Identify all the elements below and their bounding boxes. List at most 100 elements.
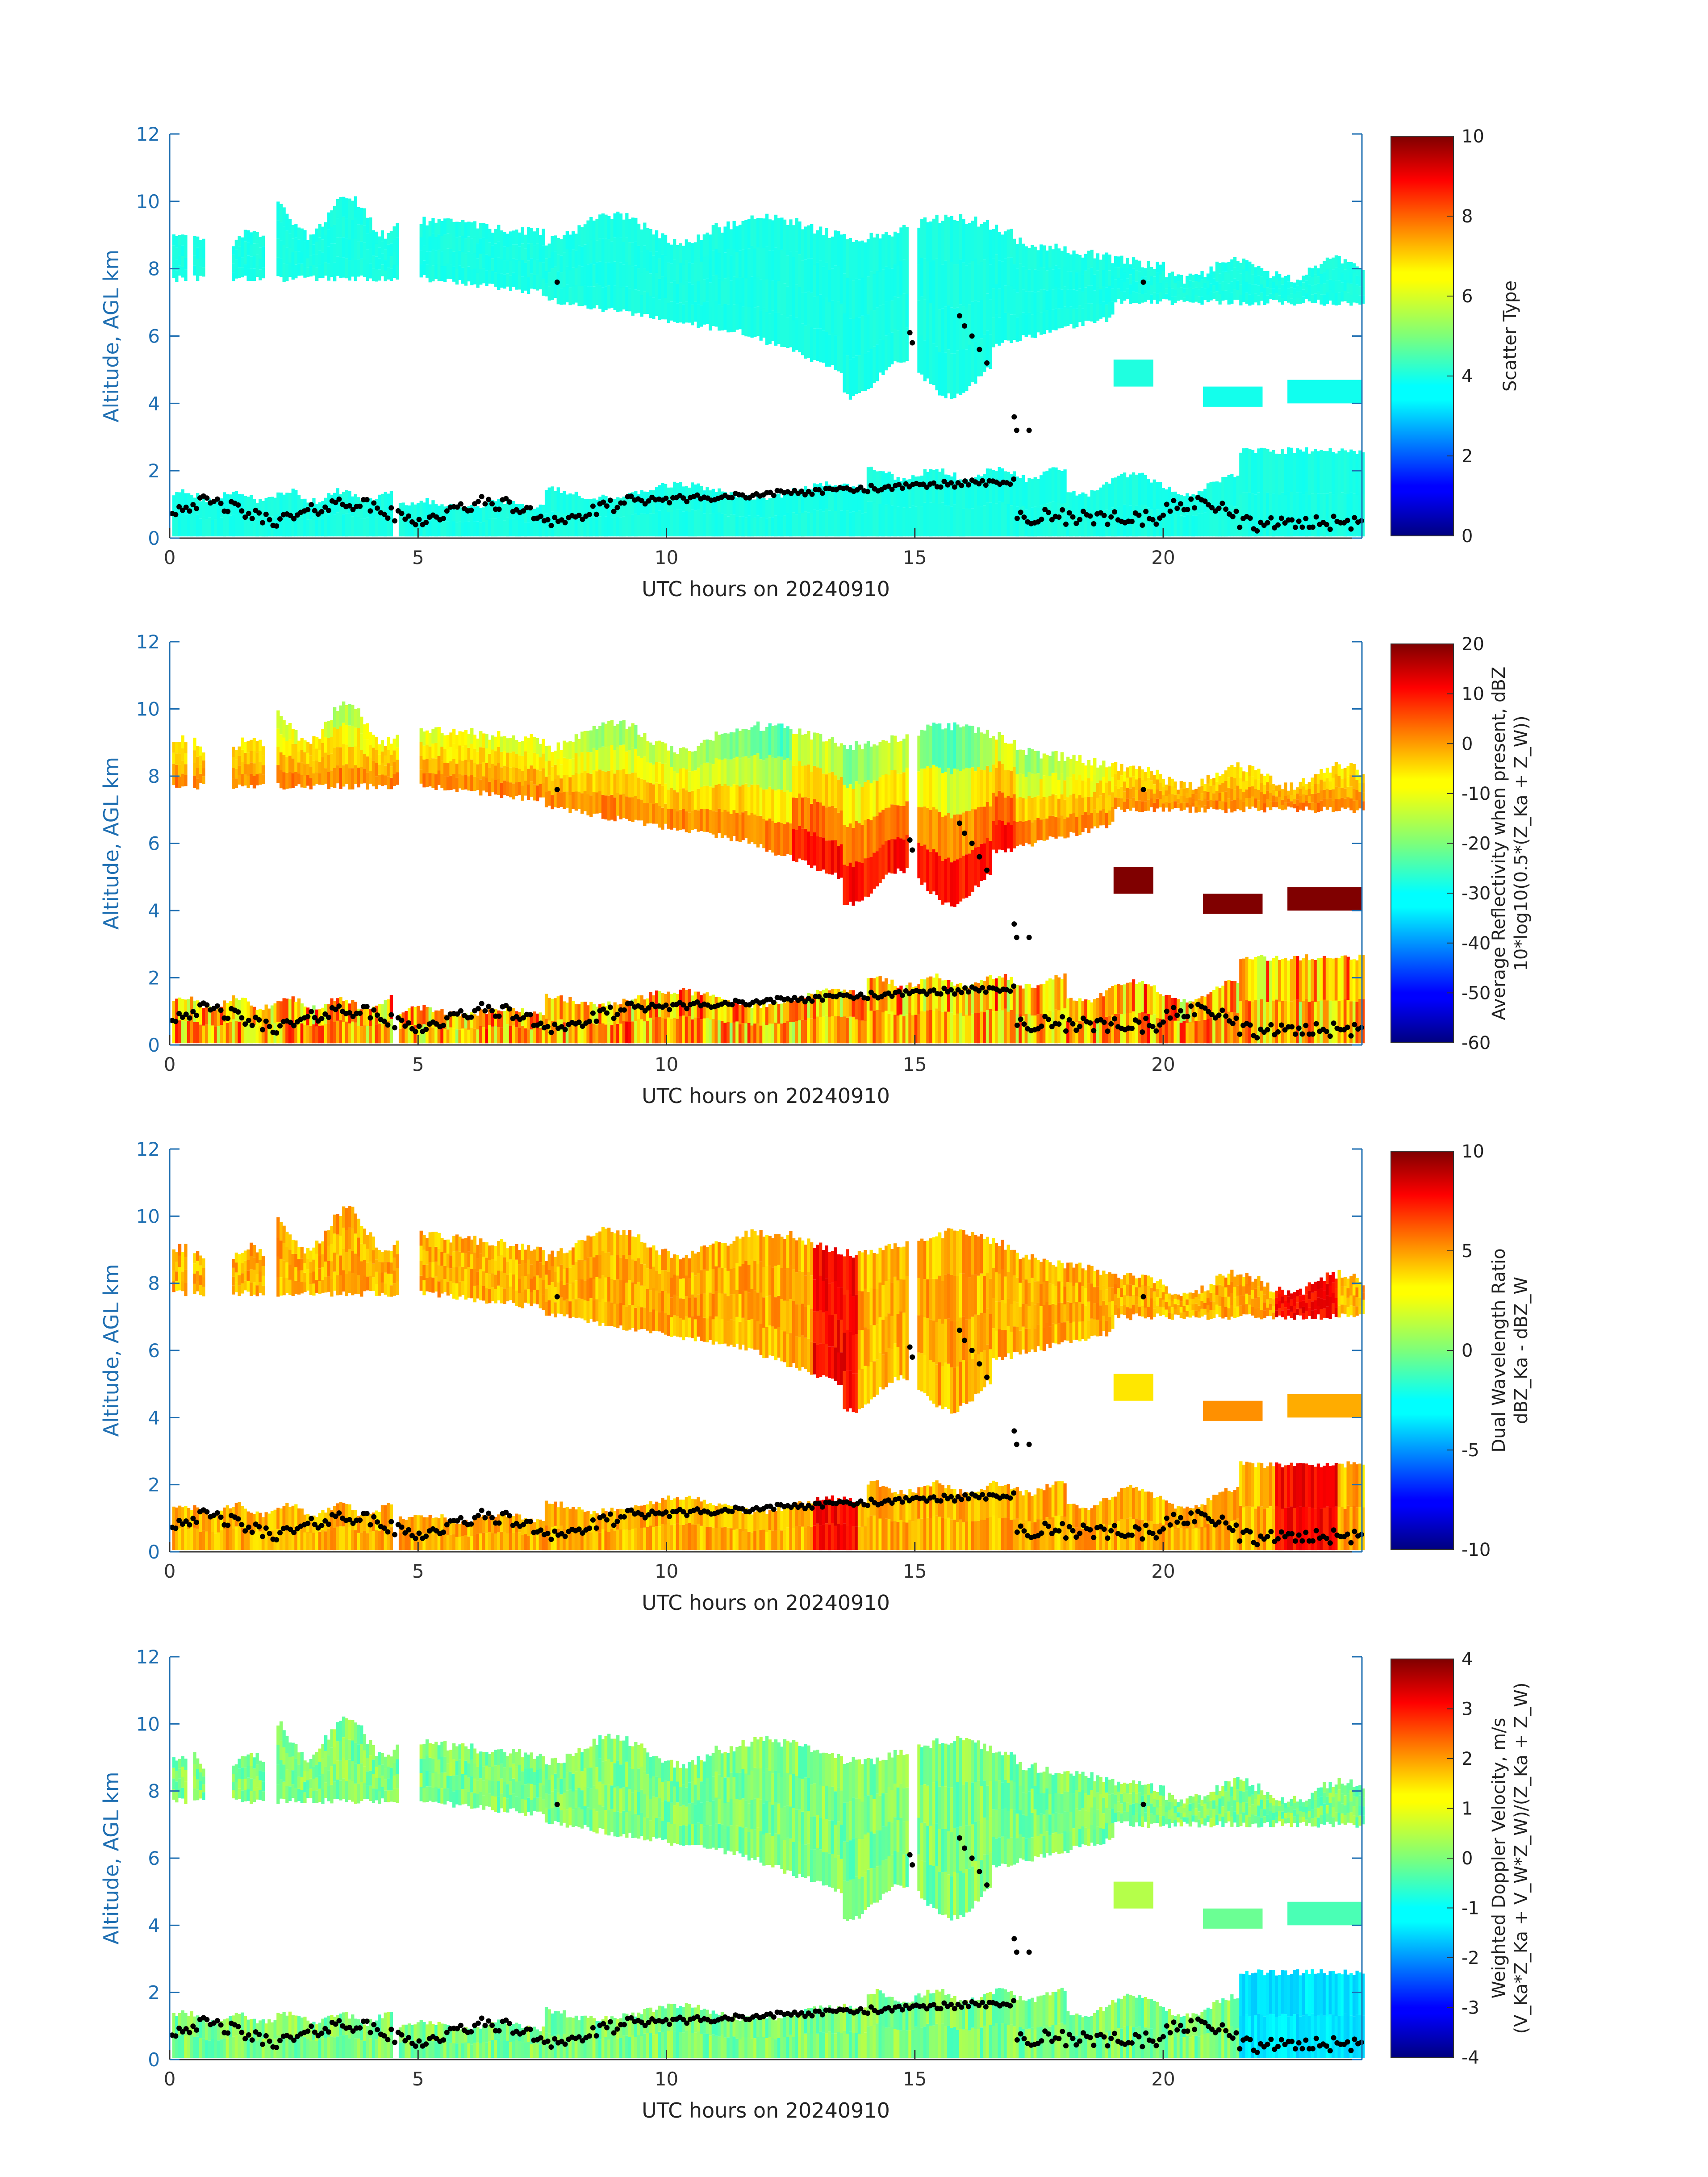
x-tick-label: 0	[164, 1053, 176, 1075]
colorbar-tick-label: 10	[1462, 684, 1484, 705]
colorbar-tick-label: -50	[1462, 983, 1491, 1003]
y-tick-label: 8	[148, 1273, 160, 1295]
cloud-patch	[1287, 1394, 1362, 1418]
x-tick-label: 5	[412, 1053, 424, 1075]
x-tick-label: 15	[903, 1560, 927, 1582]
cloud-patch	[1203, 386, 1263, 407]
y-tick-label: 6	[148, 1847, 160, 1869]
colorbar-tick-label: -30	[1462, 883, 1491, 904]
y-tick-label: 6	[148, 326, 160, 347]
colorbar-tick-label: 10	[1462, 126, 1484, 147]
y-tick-label: 12	[136, 123, 160, 145]
colorbar-tick-label: 6	[1462, 286, 1473, 307]
y-tick-label: 0	[148, 527, 160, 549]
colorbar-tick-label: 8	[1462, 206, 1473, 227]
x-tick-label: 10	[655, 1560, 678, 1582]
cloud-base-markers	[169, 787, 1364, 1040]
y-axis-label: Altitude, AGL km	[99, 757, 123, 930]
colorbar-tick-label: -20	[1462, 834, 1491, 854]
x-tick-label: 0	[164, 2068, 176, 2090]
x-tick-label: 5	[412, 547, 424, 568]
colorbar-tick-label: -5	[1462, 1440, 1479, 1461]
colorbar-tick-label: 20	[1462, 634, 1484, 655]
radar-field	[172, 701, 1365, 1044]
y-tick-label: 8	[148, 1780, 160, 1802]
colorbar-gradient	[1391, 136, 1454, 536]
x-tick-label: 0	[164, 547, 176, 568]
x-tick-label: 15	[903, 547, 927, 568]
y-tick-label: 12	[136, 1646, 160, 1668]
colorbar-tick-label: 0	[1462, 1341, 1473, 1361]
x-tick-label: 10	[655, 547, 678, 568]
colorbar: -4 -3 -2 -1 0 1 2 3 4 Weighted Doppler Velocity, …	[1391, 1649, 1532, 2068]
cloud-base-markers	[169, 1801, 1364, 2055]
x-tick-label: 20	[1151, 1053, 1175, 1075]
y-tick-label: 10	[136, 191, 160, 213]
colorbar-tick-label: -10	[1462, 784, 1491, 804]
colorbar-tick-label: 5	[1462, 1241, 1473, 1262]
cloud-patch	[1287, 380, 1362, 404]
colorbar-tick-label: -3	[1462, 1998, 1479, 2018]
y-axis-label: Altitude, AGL km	[99, 1772, 123, 1944]
y-tick-label: 2	[148, 1982, 160, 2004]
cloud-patch	[1113, 1374, 1153, 1401]
cloud-patch	[1113, 359, 1153, 387]
panel-average_reflectivity: 0 5 10 15 20 0 2 4 6 8 10 12 UTC hours on 20240910 Al…	[99, 631, 1532, 1108]
colorbar-label: Dual Wavelength Ratio	[1489, 1248, 1509, 1452]
colorbar-label: (V_Ka*Z_Ka + V_W*Z_W)/(Z_Ka + Z_W)	[1511, 1683, 1532, 2034]
y-tick-label: 6	[148, 833, 160, 855]
y-tick-label: 0	[148, 1034, 160, 1056]
x-tick-label: 5	[412, 2068, 424, 2090]
colorbar-tick-label: 0	[1462, 1848, 1473, 1869]
colorbar-gradient	[1391, 1151, 1454, 1550]
cloud-patch	[1113, 1881, 1153, 1909]
colorbar-tick-label: 0	[1462, 526, 1473, 547]
colorbar-tick-label: -1	[1462, 1898, 1479, 1919]
cloud-base-markers	[169, 279, 1364, 534]
colorbar: -10 -5 0 5 10 Dual Wavelength Ratio dBZ_Ka - d…	[1391, 1141, 1532, 1560]
x-tick-label: 20	[1151, 547, 1175, 568]
panel-dual_wavelength_ratio: 0 5 10 15 20 0 2 4 6 8 10 12 UTC hours on 20240910 Al…	[99, 1138, 1532, 1615]
y-tick-label: 4	[148, 393, 160, 414]
y-tick-label: 10	[136, 698, 160, 720]
y-tick-label: 12	[136, 631, 160, 653]
colorbar-label: Weighted Doppler Velocity, m/s	[1489, 1718, 1509, 1999]
y-tick-label: 0	[148, 1541, 160, 1563]
y-tick-label: 4	[148, 1407, 160, 1429]
colorbar-tick-label: -2	[1462, 1948, 1479, 1968]
cloud-base-markers	[169, 1294, 1364, 1547]
x-tick-label: 5	[412, 1560, 424, 1582]
colorbar-tick-label: 2	[1462, 446, 1473, 467]
colorbar-tick-label: 10	[1462, 1141, 1484, 1162]
x-axis-label: UTC hours on 20240910	[642, 577, 890, 601]
radar-field	[172, 1206, 1365, 1550]
y-tick-label: 8	[148, 765, 160, 787]
colorbar-tick-label: -10	[1462, 1540, 1491, 1560]
y-tick-label: 10	[136, 1713, 160, 1735]
cloud-patch	[1203, 1400, 1263, 1421]
colorbar-tick-label: -4	[1462, 2047, 1479, 2068]
y-tick-label: 2	[148, 1474, 160, 1496]
cloud-patch	[1287, 887, 1362, 911]
colorbar-gradient	[1391, 1659, 1454, 2058]
y-tick-label: 0	[148, 2049, 160, 2071]
y-axis-label: Altitude, AGL km	[99, 1264, 123, 1437]
colorbar-tick-label: -60	[1462, 1033, 1491, 1053]
y-tick-label: 4	[148, 1914, 160, 1936]
x-axis-label: UTC hours on 20240910	[642, 1591, 890, 1615]
x-axis-label: UTC hours on 20240910	[642, 2098, 890, 2123]
x-tick-label: 15	[903, 2068, 927, 2090]
radar-field	[172, 196, 1365, 537]
colorbar-tick-label: 3	[1462, 1699, 1473, 1720]
colorbar: 0 2 4 6 8 10 Scatter Type	[1391, 126, 1520, 547]
cloud-patch	[1287, 1901, 1362, 1926]
radar-field	[172, 1716, 1365, 2058]
x-tick-label: 10	[655, 1053, 678, 1075]
colorbar-tick-label: 4	[1462, 1649, 1473, 1670]
y-tick-label: 12	[136, 1138, 160, 1160]
colorbar-tick-label: 0	[1462, 734, 1473, 754]
cloud-patch	[1203, 894, 1263, 914]
